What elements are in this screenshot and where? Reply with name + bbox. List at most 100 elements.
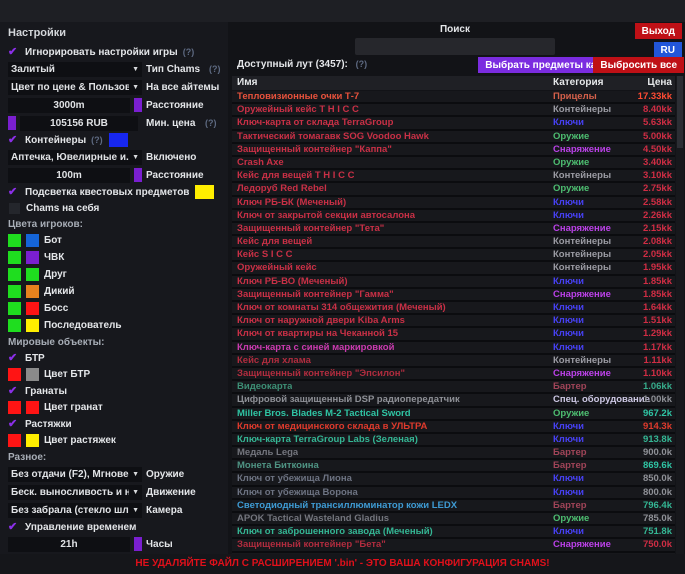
color-swatch[interactable] xyxy=(8,319,21,332)
help-hint[interactable]: (?) xyxy=(91,135,103,145)
table-row[interactable]: APOK Tactical Wasteland Gladius Оружие 785… xyxy=(232,513,675,527)
table-row[interactable]: Ледоруб Red Rebel Оружие 2.75kk xyxy=(232,183,675,197)
table-row[interactable]: Защищенный контейнер "Тета" Снаряжение 2.1… xyxy=(232,222,675,237)
table-row[interactable]: Кейс для вещей T H I C C Контейнеры 3.10kk xyxy=(232,170,675,184)
table-row[interactable]: Тепловизионные очки Т-7 Прицелы 17.33kk xyxy=(232,91,675,105)
min-price-color-swatch[interactable] xyxy=(8,116,16,130)
scrollbar-thumb[interactable] xyxy=(677,76,683,148)
item-name: Защищенный контейнер "Каппа" xyxy=(237,143,392,155)
grenades-checkbox[interactable]: ✔ Гранаты xyxy=(8,383,228,399)
help-hint[interactable]: (?) xyxy=(209,64,221,74)
item-distance-input[interactable]: 3000m xyxy=(8,97,130,113)
chams-type-dropdown[interactable]: Залитый ▼ xyxy=(8,61,142,77)
table-row[interactable]: Ключ от комнаты 314 общежития (Меченый) К… xyxy=(232,302,675,316)
color-swatch[interactable] xyxy=(26,268,39,281)
containers-checkbox[interactable]: ✔ Контейнеры (?) xyxy=(8,132,228,148)
help-hint[interactable]: (?) xyxy=(355,59,368,69)
table-row[interactable]: Ключ от медицинского склада в УЛЬТРА Ключ… xyxy=(232,420,675,434)
color-swatch[interactable] xyxy=(26,319,39,332)
color-swatch[interactable] xyxy=(26,368,39,381)
help-hint[interactable]: (?) xyxy=(205,118,217,128)
loot-table-header: Имя Категория Цена xyxy=(232,76,675,90)
color-swatch[interactable] xyxy=(8,234,21,247)
table-row[interactable]: Кейс для вещей Контейнеры 2.08kk xyxy=(232,236,675,250)
language-button[interactable]: RU xyxy=(653,42,682,58)
color-swatch[interactable] xyxy=(26,234,39,247)
color-swatch[interactable] xyxy=(26,434,39,447)
table-row[interactable]: Ключ от закрытой секции автосалона Ключи 2… xyxy=(232,209,675,223)
color-swatch[interactable] xyxy=(26,251,39,264)
color-swatch[interactable] xyxy=(26,401,39,414)
table-row[interactable]: Оружейный кейс T H I C C Контейнеры 8.40kk xyxy=(232,104,675,118)
table-row[interactable]: Ключ РБ-БК (Меченый) Ключи 2.58kk xyxy=(232,196,675,210)
table-row[interactable]: Видеокарта Бартер 1.06kk xyxy=(232,381,675,395)
table-row[interactable]: Монета Биткоина Бартер 869.6k xyxy=(232,460,675,474)
table-row[interactable]: Кейс для хлама Контейнеры 1.11kk xyxy=(232,354,675,368)
column-header-category[interactable]: Категория xyxy=(553,77,604,88)
help-hint[interactable]: (?) xyxy=(182,47,195,57)
container-distance-input[interactable]: 100m xyxy=(8,167,130,183)
table-row[interactable]: Ключ РБ-ВО (Меченый) Ключи 1.85kk xyxy=(232,275,675,289)
table-row[interactable]: Ключ от убежища Ворона Ключи 800.0k xyxy=(232,486,675,500)
container-color-swatch[interactable] xyxy=(108,133,128,147)
misc-dropdown[interactable]: Беск. выносливость и нет уста:▼ xyxy=(8,484,142,500)
container-filter-dropdown[interactable]: Аптечка, Ювелирные и... ▼ xyxy=(8,149,142,165)
table-row[interactable]: Оружейный кейс Контейнеры 1.95kk xyxy=(232,262,675,276)
select-kappa-items-button[interactable]: Выбрать предметы каппа xyxy=(478,57,621,73)
distance-color-swatch[interactable] xyxy=(134,98,142,112)
item-name: Монета Биткоина xyxy=(237,460,319,472)
search-input[interactable] xyxy=(355,38,555,55)
color-mode-dropdown[interactable]: Цвет по цене & Пользователь ▼ xyxy=(8,79,142,95)
table-row[interactable]: Ключ от убежища Лиона Ключи 850.0k xyxy=(232,473,675,487)
table-row[interactable]: Цифровой защищенный DSP радиопередатчик С… xyxy=(232,394,675,408)
misc-dropdown[interactable]: Без отдачи (F2), Мгновенное п▼ xyxy=(8,466,142,482)
table-row[interactable]: Crash Axe Оружие 3.40kk xyxy=(232,156,675,171)
hours-input[interactable]: 21h xyxy=(8,536,130,552)
column-header-price[interactable]: Цена xyxy=(647,77,672,88)
quest-highlight-checkbox[interactable]: ✔ Подсветка квестовых предметов xyxy=(8,184,228,200)
tripwires-checkbox[interactable]: ✔ Растяжки xyxy=(8,416,228,432)
table-row[interactable]: Защищенный контейнер "Гамма" Снаряжение 1.… xyxy=(232,288,675,302)
table-row[interactable]: Ключ от заброшенного завода (Меченый) Клю… xyxy=(232,526,675,540)
color-swatch[interactable] xyxy=(8,302,21,315)
color-swatch[interactable] xyxy=(8,368,21,381)
table-row[interactable]: Miller Bros. Blades M-2 Tactical Sword Ор… xyxy=(232,407,675,421)
table-row[interactable]: Тактический томагавк SOG Voodoo Hawk Оруж… xyxy=(232,130,675,144)
color-swatch[interactable] xyxy=(8,285,21,298)
table-row[interactable]: Ключ-карта TerraGroup Labs (Зеленая) Ключ… xyxy=(232,433,675,448)
color-swatch[interactable] xyxy=(8,401,21,414)
time-control-checkbox[interactable]: ✔ Управление временем xyxy=(8,519,228,535)
color-swatch[interactable] xyxy=(8,251,21,264)
color-swatch[interactable] xyxy=(26,285,39,298)
chams-self-checkbox[interactable]: Chams на себя xyxy=(8,200,228,216)
misc-row: Беск. выносливость и нет уста:▼ Движение xyxy=(8,483,228,501)
drop-all-button[interactable]: Выбросить все xyxy=(593,57,684,73)
btr-checkbox[interactable]: ✔ БТР xyxy=(8,350,228,366)
color-swatch[interactable] xyxy=(8,268,21,281)
hours-color-swatch[interactable] xyxy=(134,537,142,551)
table-scrollbar[interactable] xyxy=(676,76,684,554)
table-row[interactable]: Ключ от квартиры на Чеканной 15 Ключи 1.29… xyxy=(232,328,675,342)
table-row[interactable]: Защищенный контейнер "Каппа" Снаряжение 4.… xyxy=(232,143,675,157)
table-row[interactable]: Ключ-карта от склада TerraGroup Ключи 5.63… xyxy=(232,117,675,131)
column-header-name[interactable]: Имя xyxy=(237,77,258,88)
table-row[interactable]: Жетон Босса Зрячего Ключи 750.0k xyxy=(232,552,675,554)
min-price-input[interactable]: 105156 RUB xyxy=(20,115,138,131)
exit-button[interactable]: Выход xyxy=(634,23,682,39)
ignore-game-settings-checkbox[interactable]: ✔ Игнорировать настройки игры (?) xyxy=(8,44,228,60)
color-swatch[interactable] xyxy=(8,434,21,447)
table-row[interactable]: Ключ-карта с синей маркировкой Ключи 1.17k… xyxy=(232,341,675,355)
table-row[interactable]: Медаль Lega Бартер 900.0k xyxy=(232,447,675,461)
btr-color-row: Цвет БТР xyxy=(8,366,228,383)
misc-dropdown[interactable]: Без забрала (стекло шлема)▼ xyxy=(8,502,142,518)
table-row[interactable]: Светодиодный трансиллюминатор кожи LEDX Б… xyxy=(232,499,675,513)
table-row[interactable]: Ключ от наружной двери Kiba Arms Ключи 1.5… xyxy=(232,315,675,329)
table-row[interactable]: Кейс S I C C Контейнеры 2.05kk xyxy=(232,249,675,263)
item-category: Снаряжение xyxy=(553,143,611,155)
distance-color-swatch[interactable] xyxy=(134,168,142,182)
table-row[interactable]: Защищенный контейнер "Эпсилон" Снаряжение… xyxy=(232,367,675,382)
loot-table-body: Тепловизионные очки Т-7 Прицелы 17.33kk Ору… xyxy=(232,91,675,554)
color-swatch[interactable] xyxy=(26,302,39,315)
table-row[interactable]: Защищенный контейнер "Бета" Снаряжение 750… xyxy=(232,539,675,553)
quest-color-swatch[interactable] xyxy=(195,185,215,199)
